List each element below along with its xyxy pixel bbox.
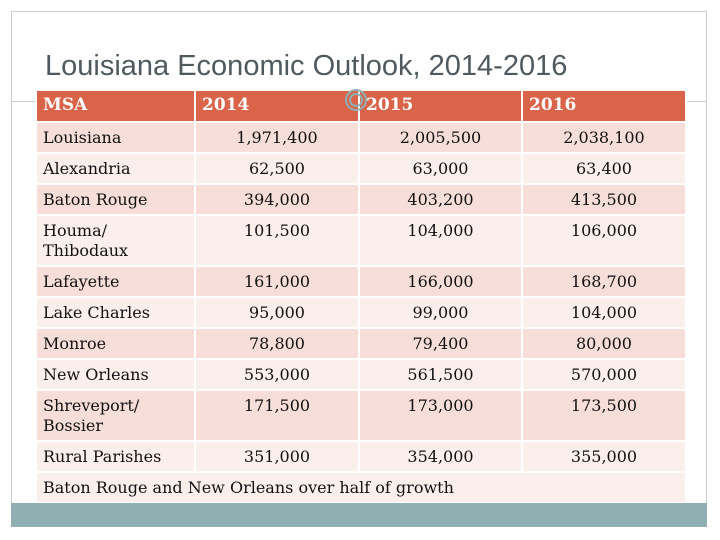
value-2016-cell: 413,500 <box>521 183 687 216</box>
msa-cell: Lake Charles <box>35 296 196 329</box>
table-row: Monroe 78,800 79,400 80,000 <box>35 327 687 360</box>
msa-cell: Alexandria <box>35 152 196 185</box>
value-2015-cell: 166,000 <box>358 265 523 298</box>
table-row: Louisiana 1,971,400 2,005,500 2,038,100 <box>35 121 687 154</box>
value-2014-cell: 553,000 <box>194 358 360 391</box>
circle-ornament-icon <box>345 89 367 111</box>
table-footnote: Baton Rouge and New Orleans over half of… <box>35 471 687 504</box>
value-2015-cell: 104,000 <box>358 214 523 267</box>
header-2014: 2014 <box>194 89 360 123</box>
table-row: Houma/ Thibodaux 101,500 104,000 106,000 <box>35 214 687 267</box>
msa-cell: Lafayette <box>35 265 196 298</box>
value-2016-cell: 104,000 <box>521 296 687 329</box>
value-2015-cell: 79,400 <box>358 327 523 360</box>
value-2016-cell: 173,500 <box>521 389 687 442</box>
msa-cell: Shreveport/ Bossier <box>35 389 196 442</box>
value-2014-cell: 161,000 <box>194 265 360 298</box>
table-row: Lake Charles 95,000 99,000 104,000 <box>35 296 687 329</box>
value-2016-cell: 570,000 <box>521 358 687 391</box>
table-footer-row: Baton Rouge and New Orleans over half of… <box>35 471 687 504</box>
value-2016-cell: 168,700 <box>521 265 687 298</box>
value-2016-cell: 63,400 <box>521 152 687 185</box>
header-2016: 2016 <box>521 89 687 123</box>
table-row: Rural Parishes 351,000 354,000 355,000 <box>35 440 687 473</box>
table-row: Shreveport/ Bossier 171,500 173,000 173,… <box>35 389 687 442</box>
table-header-row: MSA 2014 2015 2016 <box>35 89 687 123</box>
table-row: New Orleans 553,000 561,500 570,000 <box>35 358 687 391</box>
msa-cell: Monroe <box>35 327 196 360</box>
value-2015-cell: 99,000 <box>358 296 523 329</box>
value-2015-cell: 354,000 <box>358 440 523 473</box>
header-2015: 2015 <box>358 89 523 123</box>
value-2015-cell: 173,000 <box>358 389 523 442</box>
value-2016-cell: 2,038,100 <box>521 121 687 154</box>
value-2014-cell: 101,500 <box>194 214 360 267</box>
value-2014-cell: 78,800 <box>194 327 360 360</box>
value-2014-cell: 351,000 <box>194 440 360 473</box>
value-2016-cell: 80,000 <box>521 327 687 360</box>
value-2014-cell: 171,500 <box>194 389 360 442</box>
value-2015-cell: 2,005,500 <box>358 121 523 154</box>
bottom-accent-bar <box>11 503 707 527</box>
table-row: Alexandria 62,500 63,000 63,400 <box>35 152 687 185</box>
economic-outlook-table: MSA 2014 2015 2016 Louisiana 1,971,400 2… <box>35 89 687 504</box>
header-msa: MSA <box>35 89 196 123</box>
msa-cell: Houma/ Thibodaux <box>35 214 196 267</box>
value-2014-cell: 62,500 <box>194 152 360 185</box>
msa-cell: Louisiana <box>35 121 196 154</box>
value-2015-cell: 561,500 <box>358 358 523 391</box>
value-2015-cell: 403,200 <box>358 183 523 216</box>
table-row: Baton Rouge 394,000 403,200 413,500 <box>35 183 687 216</box>
msa-cell: Rural Parishes <box>35 440 196 473</box>
value-2014-cell: 394,000 <box>194 183 360 216</box>
value-2015-cell: 63,000 <box>358 152 523 185</box>
table-row: Lafayette 161,000 166,000 168,700 <box>35 265 687 298</box>
slide-title: Louisiana Economic Outlook, 2014-2016 <box>45 50 568 82</box>
msa-cell: New Orleans <box>35 358 196 391</box>
value-2016-cell: 106,000 <box>521 214 687 267</box>
msa-cell: Baton Rouge <box>35 183 196 216</box>
value-2014-cell: 95,000 <box>194 296 360 329</box>
value-2014-cell: 1,971,400 <box>194 121 360 154</box>
value-2016-cell: 355,000 <box>521 440 687 473</box>
